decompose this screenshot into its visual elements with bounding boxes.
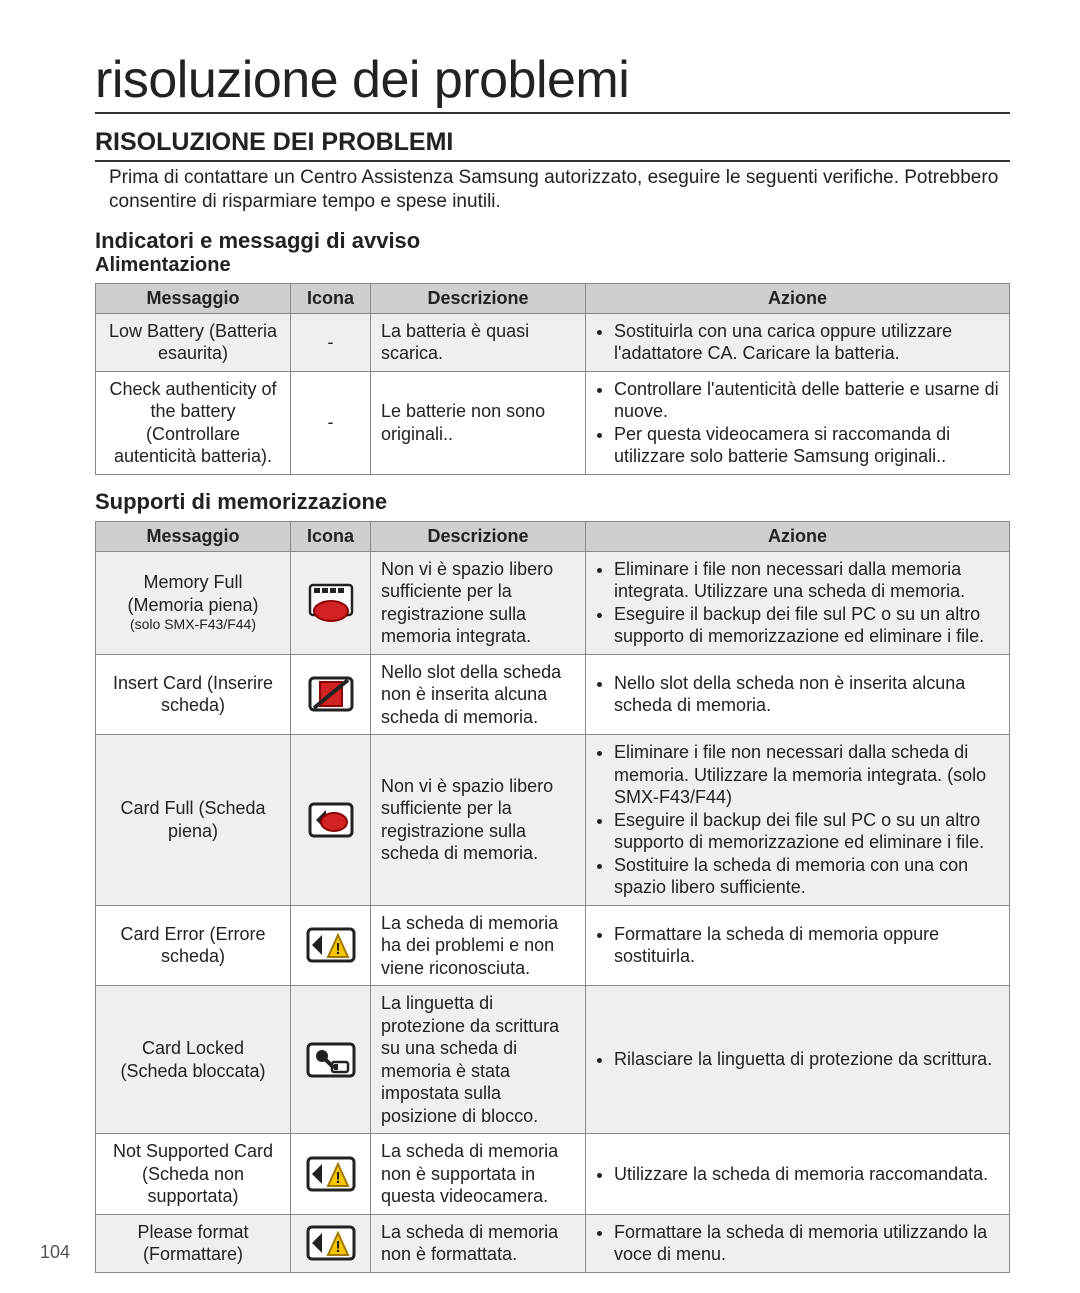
table-row: Please format (Formattare) ! La scheda d… bbox=[96, 1214, 1010, 1272]
cell-icon: - bbox=[291, 313, 371, 371]
table-power: Messaggio Icona Descrizione Azione Low B… bbox=[95, 283, 1010, 475]
col-action: Azione bbox=[586, 521, 1010, 551]
cell-icon bbox=[291, 551, 371, 654]
table-row: Insert Card (Inserire scheda) Nello slot… bbox=[96, 654, 1010, 735]
cell-action: Rilasciare la linguetta di protezione da… bbox=[586, 986, 1010, 1134]
action-item: Utilizzare la scheda di memoria raccoman… bbox=[614, 1163, 999, 1186]
svg-text:!: ! bbox=[335, 941, 340, 958]
cell-action: Nello slot della scheda non è inserita a… bbox=[586, 654, 1010, 735]
cell-icon bbox=[291, 654, 371, 735]
action-item: Formattare la scheda di memoria oppure s… bbox=[614, 923, 999, 968]
cell-message: Card Full (Scheda piena) bbox=[96, 735, 291, 906]
action-item: Eseguire il backup dei file sul PC o su … bbox=[614, 809, 999, 854]
table-header-row: Messaggio Icona Descrizione Azione bbox=[96, 521, 1010, 551]
cell-description: Non vi è spazio libero sufficiente per l… bbox=[371, 735, 586, 906]
action-item: Eseguire il backup dei file sul PC o su … bbox=[614, 603, 999, 648]
cell-description: La batteria è quasi scarica. bbox=[371, 313, 586, 371]
cell-message: Please format (Formattare) bbox=[96, 1214, 291, 1272]
cell-action: Sostituirla con una carica oppure utiliz… bbox=[586, 313, 1010, 371]
card-locked-icon bbox=[304, 1038, 358, 1082]
table-row: Card Locked (Scheda bloccata) La linguet… bbox=[96, 986, 1010, 1134]
action-item: Eliminare i file non necessari dalla sch… bbox=[614, 741, 999, 809]
cell-icon: - bbox=[291, 371, 371, 474]
cell-icon bbox=[291, 986, 371, 1134]
card-unsupported-icon: ! bbox=[304, 1152, 358, 1196]
table-row: Not Supported Card (Scheda non supportat… bbox=[96, 1134, 1010, 1215]
col-description: Descrizione bbox=[371, 283, 586, 313]
cell-action: Utilizzare la scheda di memoria raccoman… bbox=[586, 1134, 1010, 1215]
cell-action: Formattare la scheda di memoria oppure s… bbox=[586, 905, 1010, 986]
cell-icon: ! bbox=[291, 1134, 371, 1215]
cell-description: Nello slot della scheda non è inserita a… bbox=[371, 654, 586, 735]
action-item: Eliminare i file non necessari dalla mem… bbox=[614, 558, 999, 603]
cell-message: Low Battery (Batteria esaurita) bbox=[96, 313, 291, 371]
cell-action: Eliminare i file non necessari dalla mem… bbox=[586, 551, 1010, 654]
section-title: RISOLUZIONE DEI PROBLEMI bbox=[95, 128, 1010, 162]
table-storage: Messaggio Icona Descrizione Azione Memor… bbox=[95, 521, 1010, 1273]
cell-description: La linguetta di protezione da scrittura … bbox=[371, 986, 586, 1134]
action-item: Sostituirla con una carica oppure utiliz… bbox=[614, 320, 999, 365]
card-error-icon: ! bbox=[304, 923, 358, 967]
table-row: Check authenticity of the battery (Contr… bbox=[96, 371, 1010, 474]
cell-action: Controllare l'autenticità delle batterie… bbox=[586, 371, 1010, 474]
col-message: Messaggio bbox=[96, 521, 291, 551]
page: risoluzione dei problemi RISOLUZIONE DEI… bbox=[0, 0, 1080, 1293]
table-row: Card Full (Scheda piena) Non vi è spazio… bbox=[96, 735, 1010, 906]
card-format-icon: ! bbox=[304, 1221, 358, 1265]
group-storage-heading: Supporti di memorizzazione bbox=[95, 489, 1010, 515]
cell-description: La scheda di memoria non è formattata. bbox=[371, 1214, 586, 1272]
action-item: Nello slot della scheda non è inserita a… bbox=[614, 672, 999, 717]
col-description: Descrizione bbox=[371, 521, 586, 551]
cell-icon: ! bbox=[291, 1214, 371, 1272]
svg-text:!: ! bbox=[335, 1170, 340, 1187]
cell-icon: ! bbox=[291, 905, 371, 986]
col-icon: Icona bbox=[291, 283, 371, 313]
cell-message: Memory Full (Memoria piena) (solo SMX-F4… bbox=[96, 551, 291, 654]
table-row: Low Battery (Batteria esaurita) - La bat… bbox=[96, 313, 1010, 371]
insert-card-icon bbox=[304, 672, 358, 716]
action-item: Per questa videocamera si raccomanda di … bbox=[614, 423, 999, 468]
cell-icon bbox=[291, 735, 371, 906]
intro-text: Prima di contattare un Centro Assistenza… bbox=[109, 166, 1010, 214]
cell-description: Le batterie non sono originali.. bbox=[371, 371, 586, 474]
cell-description: La scheda di memoria ha dei problemi e n… bbox=[371, 905, 586, 986]
cell-message: Card Error (Errore scheda) bbox=[96, 905, 291, 986]
table-header-row: Messaggio Icona Descrizione Azione bbox=[96, 283, 1010, 313]
table-row: Memory Full (Memoria piena) (solo SMX-F4… bbox=[96, 551, 1010, 654]
subsection-indicators: Indicatori e messaggi di avviso bbox=[95, 228, 1010, 254]
action-item: Sostituire la scheda di memoria con una … bbox=[614, 854, 999, 899]
cell-action: Formattare la scheda di memoria utilizza… bbox=[586, 1214, 1010, 1272]
action-item: Formattare la scheda di memoria utilizza… bbox=[614, 1221, 999, 1266]
cell-description: Non vi è spazio libero sufficiente per l… bbox=[371, 551, 586, 654]
cell-message: Card Locked (Scheda bloccata) bbox=[96, 986, 291, 1134]
message-sub: (solo SMX-F43/F44) bbox=[106, 616, 280, 634]
cell-message: Not Supported Card (Scheda non supportat… bbox=[96, 1134, 291, 1215]
table-row: Card Error (Errore scheda) ! La scheda d… bbox=[96, 905, 1010, 986]
col-action: Azione bbox=[586, 283, 1010, 313]
cell-message: Insert Card (Inserire scheda) bbox=[96, 654, 291, 735]
group-power-heading: Alimentazione bbox=[95, 254, 1010, 277]
col-icon: Icona bbox=[291, 521, 371, 551]
col-message: Messaggio bbox=[96, 283, 291, 313]
card-full-icon bbox=[304, 798, 358, 842]
message-main: Memory Full (Memoria piena) bbox=[127, 572, 258, 615]
action-item: Controllare l'autenticità delle batterie… bbox=[614, 378, 999, 423]
cell-message: Check authenticity of the battery (Contr… bbox=[96, 371, 291, 474]
cell-description: La scheda di memoria non è supportata in… bbox=[371, 1134, 586, 1215]
page-title-hero: risoluzione dei problemi bbox=[95, 50, 1010, 114]
cell-action: Eliminare i file non necessari dalla sch… bbox=[586, 735, 1010, 906]
memory-full-icon bbox=[304, 581, 358, 625]
action-item: Rilasciare la linguetta di protezione da… bbox=[614, 1048, 999, 1071]
page-number: 104 bbox=[40, 1242, 70, 1263]
svg-text:!: ! bbox=[335, 1239, 340, 1256]
